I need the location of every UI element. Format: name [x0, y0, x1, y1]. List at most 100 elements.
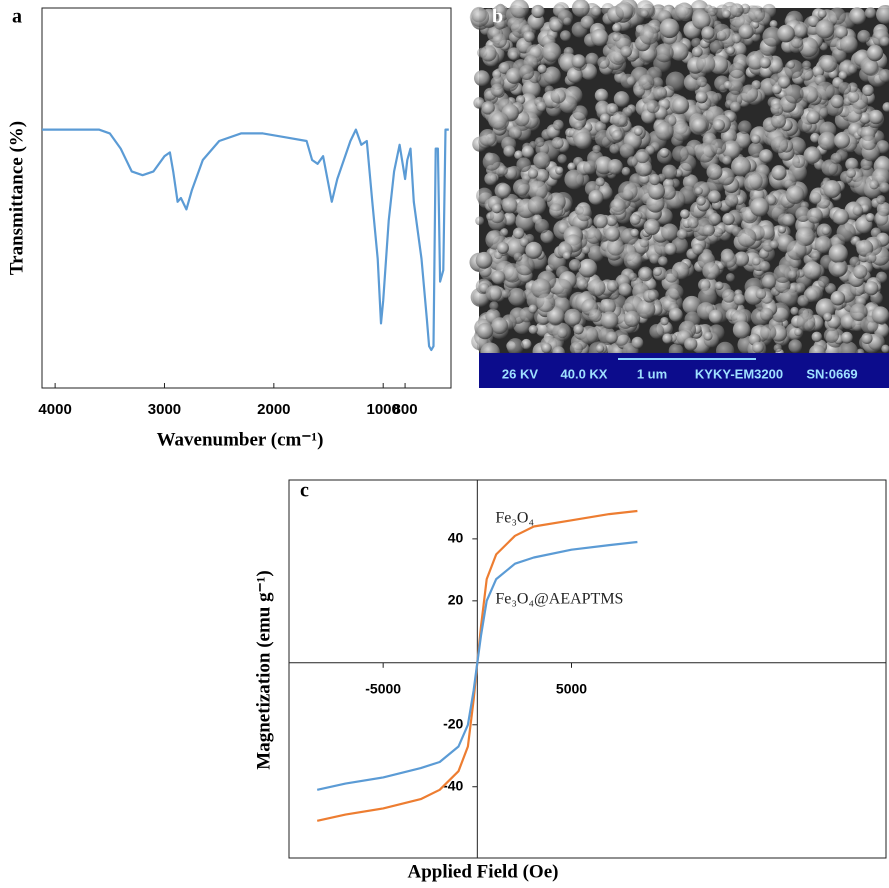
grain — [879, 182, 889, 194]
panel-label: a — [12, 6, 22, 28]
grain — [770, 136, 789, 154]
grain — [798, 37, 819, 58]
grain — [568, 259, 582, 272]
grain — [647, 289, 660, 301]
grain — [515, 256, 535, 276]
grain — [691, 117, 708, 134]
grain — [534, 218, 550, 234]
grain — [675, 2, 694, 21]
grain — [502, 197, 518, 214]
grain — [519, 237, 530, 248]
grain — [803, 146, 821, 164]
grain — [786, 240, 807, 261]
grain — [761, 274, 777, 289]
x-tick-label: 800 — [393, 401, 418, 418]
grain — [868, 109, 884, 125]
grain — [780, 289, 799, 307]
info-text: KYKY-EM3200 — [695, 366, 783, 381]
grain — [496, 242, 509, 254]
grain — [583, 160, 598, 175]
grain — [482, 152, 501, 171]
grain — [527, 196, 547, 215]
grain — [661, 223, 679, 241]
grain — [796, 312, 816, 332]
grain — [691, 46, 703, 58]
grain — [863, 60, 879, 76]
grain — [812, 65, 825, 78]
grain — [864, 7, 877, 19]
grain — [634, 127, 643, 136]
panel-label: b — [492, 6, 503, 28]
grain — [618, 283, 632, 297]
grain — [730, 101, 741, 113]
grain — [871, 306, 889, 324]
grain — [870, 291, 883, 305]
grain — [553, 279, 573, 298]
y-axis-label: Magnetization (emu g⁻¹) — [253, 570, 274, 769]
series-line — [42, 128, 449, 352]
grain — [696, 54, 716, 74]
grain — [722, 155, 732, 166]
y-tick-label: -40 — [443, 777, 463, 793]
grain — [612, 329, 629, 346]
grain — [751, 256, 761, 266]
grain — [557, 10, 573, 26]
grain — [572, 105, 588, 121]
grain — [760, 324, 777, 341]
grain — [491, 270, 506, 285]
grain — [536, 293, 556, 313]
grain — [751, 134, 761, 144]
grain — [865, 212, 875, 223]
grain — [649, 174, 661, 186]
grain — [849, 303, 868, 322]
grain — [759, 307, 774, 322]
x-axis-label: Wavenumber (cm⁻¹) — [157, 429, 324, 450]
grain — [807, 15, 820, 28]
grain — [661, 185, 676, 200]
grain — [600, 298, 616, 315]
grain — [755, 288, 767, 300]
grain — [557, 327, 568, 339]
grain — [573, 324, 584, 335]
grain — [571, 0, 590, 18]
grain — [550, 88, 566, 104]
grain — [713, 23, 731, 42]
grain — [737, 120, 752, 135]
grain — [773, 264, 792, 284]
grain — [695, 91, 708, 104]
grain — [828, 7, 846, 25]
grain — [662, 164, 678, 180]
grain — [759, 224, 775, 240]
grain — [531, 278, 552, 299]
grain — [865, 252, 877, 264]
grain — [680, 209, 690, 219]
x-tick-label: -5000 — [365, 681, 401, 697]
grain — [696, 76, 708, 88]
grain — [498, 62, 511, 74]
grain — [750, 197, 770, 217]
grain — [638, 266, 653, 282]
grain — [869, 179, 879, 190]
grain — [615, 1, 634, 20]
grain — [701, 26, 715, 40]
grain — [631, 336, 644, 349]
grain — [876, 195, 886, 205]
grain — [519, 64, 535, 81]
grain — [819, 55, 838, 73]
grain — [825, 283, 837, 295]
grain — [512, 179, 530, 196]
plot-frame — [288, 479, 887, 859]
grain — [579, 325, 599, 345]
grain — [790, 35, 804, 49]
grain — [882, 102, 889, 112]
grain — [513, 252, 523, 262]
grain — [607, 159, 623, 175]
grain — [635, 159, 653, 177]
grain — [580, 15, 594, 30]
grain — [692, 243, 704, 255]
grain — [862, 84, 874, 97]
grain — [649, 253, 660, 265]
grain — [473, 70, 490, 87]
grain — [585, 228, 602, 244]
grain — [714, 281, 724, 291]
